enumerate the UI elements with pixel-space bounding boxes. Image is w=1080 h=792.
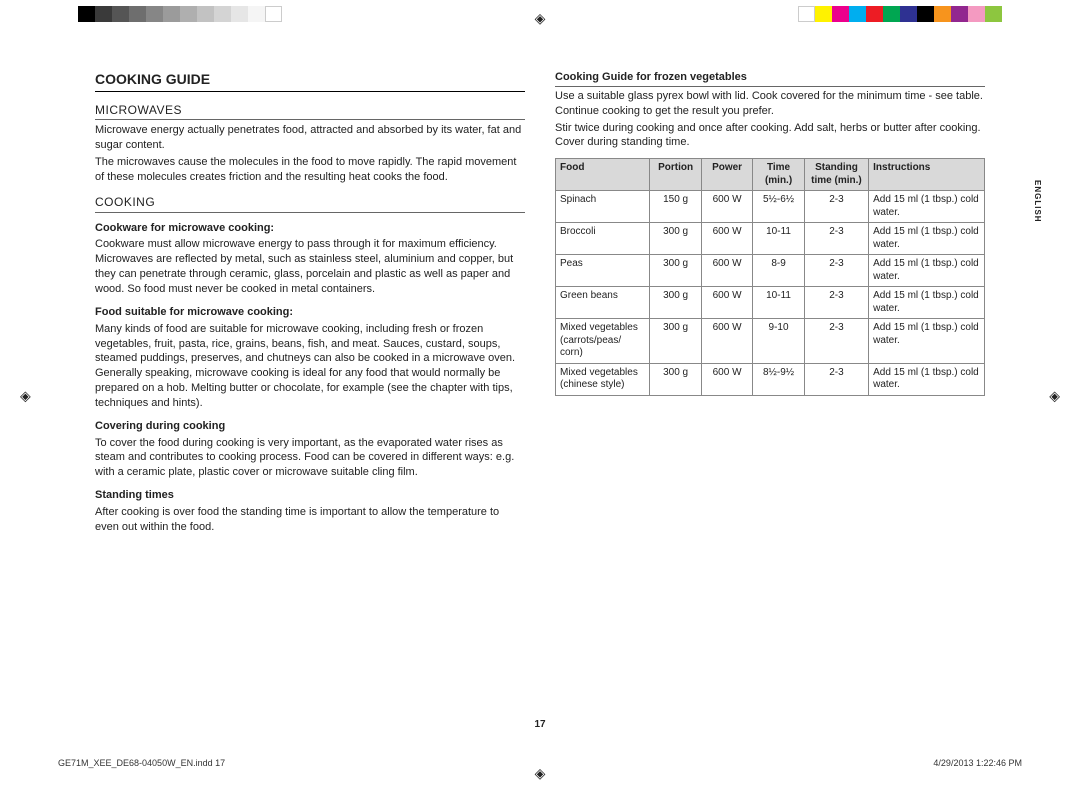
frozen-veg-intro2: Stir twice during cooking and once after… [555, 121, 985, 151]
cell-food: Mixed vegetables (chinese style) [556, 363, 650, 395]
main-heading: COOKING GUIDE [95, 70, 525, 92]
cell-instructions: Add 15 ml (1 tbsp.) cold water. [869, 223, 985, 255]
cell-standing: 2-3 [804, 287, 868, 319]
table-row: Green beans300 g600 W10-112-3Add 15 ml (… [556, 287, 985, 319]
cell-food: Broccoli [556, 223, 650, 255]
cell-time: 9-10 [753, 319, 804, 364]
footer-right: 4/29/2013 1:22:46 PM [933, 758, 1022, 768]
cell-power: 600 W [701, 363, 752, 395]
food-suitable-text: Many kinds of food are suitable for micr… [95, 322, 525, 411]
cell-instructions: Add 15 ml (1 tbsp.) cold water. [869, 191, 985, 223]
cell-food: Mixed vegetables (carrots/peas/ corn) [556, 319, 650, 364]
food-suitable-sub: Food suitable for microwave cooking: [95, 305, 525, 320]
registration-mark-left: ◈ [20, 388, 31, 405]
th-power: Power [701, 159, 752, 191]
table-row: Mixed vegetables (chinese style)300 g600… [556, 363, 985, 395]
color-bar-left [78, 6, 282, 22]
cell-standing: 2-3 [804, 255, 868, 287]
registration-mark-bottom: ◈ [535, 765, 546, 782]
cell-time: 8-9 [753, 255, 804, 287]
section-cooking-title: COOKING [95, 194, 525, 212]
cell-time: 8½-9½ [753, 363, 804, 395]
cell-standing: 2-3 [804, 319, 868, 364]
cell-instructions: Add 15 ml (1 tbsp.) cold water. [869, 287, 985, 319]
cell-time: 5½-6½ [753, 191, 804, 223]
table-row: Spinach150 g600 W5½-6½2-3Add 15 ml (1 tb… [556, 191, 985, 223]
cell-portion: 300 g [650, 319, 701, 364]
frozen-veg-table: Food Portion Power Time (min.) Standing … [555, 158, 985, 396]
cell-food: Green beans [556, 287, 650, 319]
cell-portion: 300 g [650, 255, 701, 287]
cell-power: 600 W [701, 191, 752, 223]
cell-portion: 300 g [650, 287, 701, 319]
page-number: 17 [534, 719, 545, 730]
footer-left: GE71M_XEE_DE68-04050W_EN.indd 17 [58, 758, 225, 768]
column-right: Cooking Guide for frozen vegetables Use … [555, 70, 985, 742]
th-time: Time (min.) [753, 159, 804, 191]
cookware-text: Cookware must allow microwave energy to … [95, 237, 525, 296]
cell-time: 10-11 [753, 287, 804, 319]
th-food: Food [556, 159, 650, 191]
standing-sub: Standing times [95, 488, 525, 503]
th-instructions: Instructions [869, 159, 985, 191]
table-row: Mixed vegetables (carrots/peas/ corn)300… [556, 319, 985, 364]
covering-text: To cover the food during cooking is very… [95, 436, 525, 481]
table-row: Peas300 g600 W8-92-3Add 15 ml (1 tbsp.) … [556, 255, 985, 287]
cell-power: 600 W [701, 255, 752, 287]
cell-instructions: Add 15 ml (1 tbsp.) cold water. [869, 319, 985, 364]
cell-portion: 300 g [650, 223, 701, 255]
microwaves-p1: Microwave energy actually penetrates foo… [95, 123, 525, 153]
cell-power: 600 W [701, 319, 752, 364]
registration-mark-top: ◈ [535, 10, 546, 27]
language-tab: ENGLISH [1033, 180, 1042, 223]
cell-time: 10-11 [753, 223, 804, 255]
cell-instructions: Add 15 ml (1 tbsp.) cold water. [869, 255, 985, 287]
page-content: COOKING GUIDE MICROWAVES Microwave energ… [95, 70, 985, 742]
table-row: Broccoli300 g600 W10-112-3Add 15 ml (1 t… [556, 223, 985, 255]
color-bar-right [798, 6, 1002, 22]
cell-power: 600 W [701, 223, 752, 255]
cell-food: Peas [556, 255, 650, 287]
cell-standing: 2-3 [804, 191, 868, 223]
microwaves-p2: The microwaves cause the molecules in th… [95, 155, 525, 185]
frozen-veg-title: Cooking Guide for frozen vegetables [555, 70, 985, 87]
cell-instructions: Add 15 ml (1 tbsp.) cold water. [869, 363, 985, 395]
cell-portion: 300 g [650, 363, 701, 395]
table-body: Spinach150 g600 W5½-6½2-3Add 15 ml (1 tb… [556, 191, 985, 396]
covering-sub: Covering during cooking [95, 419, 525, 434]
th-standing: Standing time (min.) [804, 159, 868, 191]
cell-standing: 2-3 [804, 223, 868, 255]
registration-mark-right: ◈ [1049, 388, 1060, 405]
cell-power: 600 W [701, 287, 752, 319]
frozen-veg-intro1: Use a suitable glass pyrex bowl with lid… [555, 89, 985, 119]
cell-standing: 2-3 [804, 363, 868, 395]
section-microwaves-title: MICROWAVES [95, 102, 525, 120]
column-left: COOKING GUIDE MICROWAVES Microwave energ… [95, 70, 525, 742]
cookware-sub: Cookware for microwave cooking: [95, 221, 525, 236]
th-portion: Portion [650, 159, 701, 191]
cell-portion: 150 g [650, 191, 701, 223]
standing-text: After cooking is over food the standing … [95, 505, 525, 535]
cell-food: Spinach [556, 191, 650, 223]
